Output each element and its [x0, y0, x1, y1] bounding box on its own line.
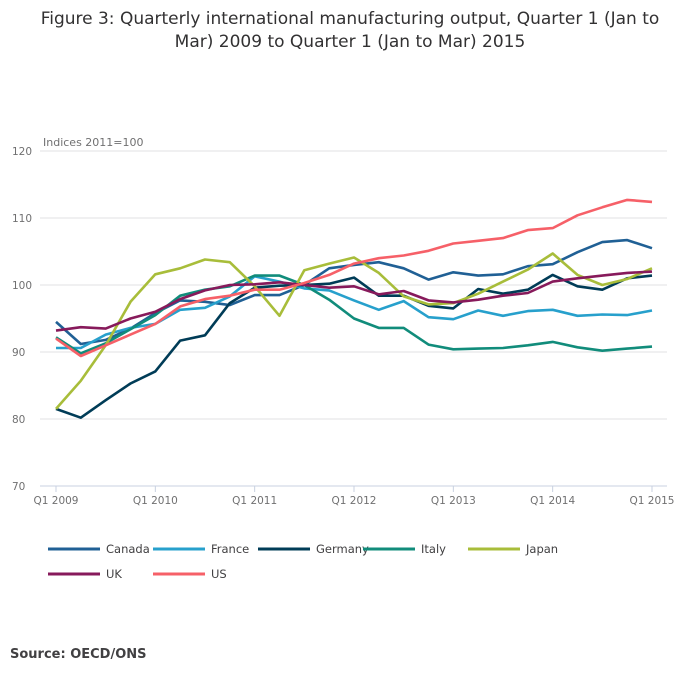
y-tick-label: 110: [12, 213, 32, 225]
y-tick-label: 70: [12, 481, 25, 493]
series-line-japan: [55, 252, 653, 410]
x-tick-label: Q1 2013: [431, 495, 476, 507]
legend-label-france: France: [211, 542, 249, 556]
y-tick-label: 80: [12, 414, 25, 426]
legend-label-italy: Italy: [421, 542, 446, 556]
y-tick-label: 120: [12, 146, 32, 158]
y-tick-label: 100: [12, 280, 32, 292]
legend-label-us: US: [211, 567, 227, 581]
line-chart: 70 80 90 100 110 120 Q1 2009 Q1 2010 Q1 2011 Q1 2…: [12, 146, 675, 581]
legend-label-germany: Germany: [316, 542, 369, 556]
series-line-us: [55, 198, 653, 358]
series-line-italy: [55, 274, 653, 355]
x-tick-label: Q1 2009: [33, 495, 78, 507]
x-tick-label: Q1 2011: [232, 495, 277, 507]
x-tick-label: Q1 2015: [629, 495, 674, 507]
source-note: Source: OECD/ONS: [10, 647, 147, 662]
y-axis-label: Indices 2011=100: [43, 136, 144, 149]
y-tick-label: 90: [12, 347, 25, 359]
x-tick-label: Q1 2014: [530, 495, 575, 507]
legend-label-japan: Japan: [525, 542, 558, 556]
x-tick-label: Q1 2012: [331, 495, 376, 507]
series-line-germany: [55, 273, 653, 419]
x-tick-label: Q1 2010: [133, 495, 178, 507]
chart-title: Figure 3: Quarterly international manufa…: [40, 9, 660, 52]
series-line-uk: [55, 270, 653, 332]
legend-label-uk: UK: [106, 567, 122, 581]
legend-label-canada: Canada: [106, 542, 150, 556]
